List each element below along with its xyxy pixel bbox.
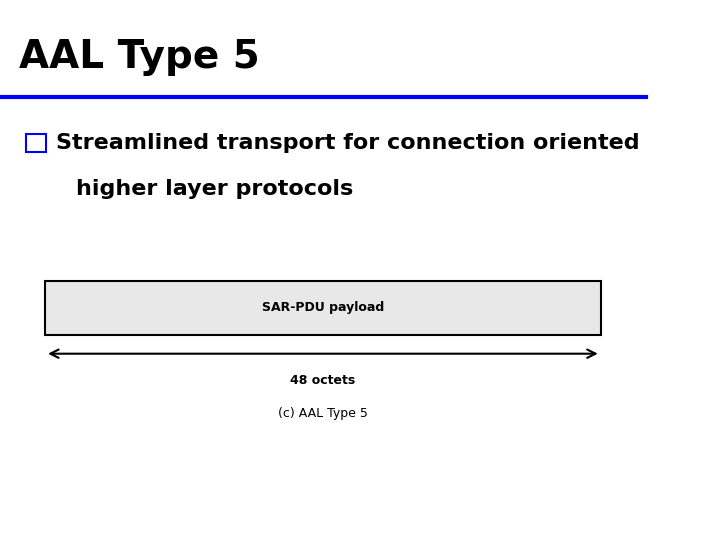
Text: (c) AAL Type 5: (c) AAL Type 5 xyxy=(278,407,368,420)
Text: SAR-PDU payload: SAR-PDU payload xyxy=(262,301,384,314)
Text: Streamlined transport for connection oriented: Streamlined transport for connection ori… xyxy=(56,133,640,153)
Text: AAL Type 5: AAL Type 5 xyxy=(19,38,260,76)
Text: higher layer protocols: higher layer protocols xyxy=(76,179,353,199)
FancyBboxPatch shape xyxy=(45,281,600,335)
Text: 48 octets: 48 octets xyxy=(290,374,356,387)
FancyBboxPatch shape xyxy=(26,134,47,152)
